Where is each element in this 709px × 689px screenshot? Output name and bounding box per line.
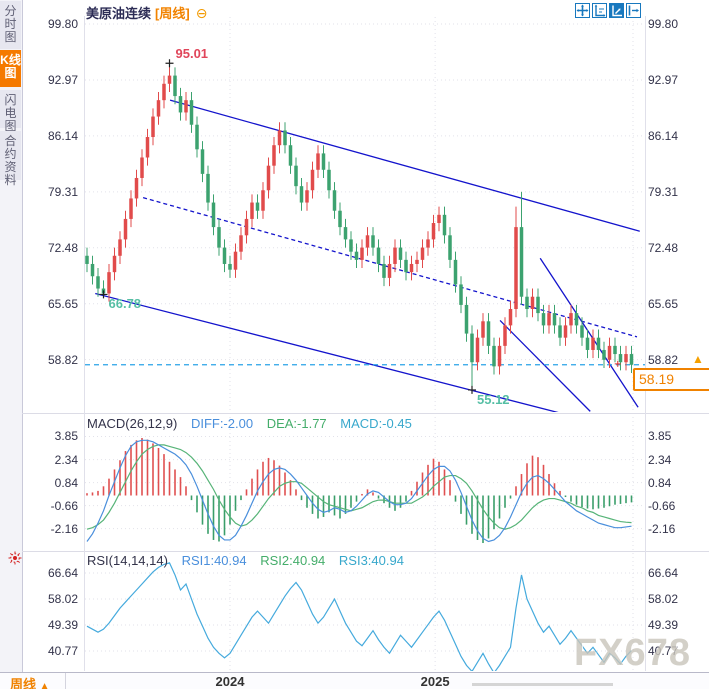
sidebar: 分时图 K线图 闪电图 合约资料 [0, 0, 23, 672]
axis-tick-label: 66.64 [648, 566, 679, 580]
axis-tick-label: 72.48 [47, 240, 78, 255]
axis-tick-label: 2.34 [54, 452, 78, 467]
axis-tick-label: 92.97 [648, 72, 679, 87]
timeframe-selector[interactable]: 周线 ▲ [10, 674, 50, 689]
bottom-bar-divider [65, 673, 66, 689]
sidebar-tab-time-chart[interactable]: 分时图 [0, 1, 21, 49]
watermark: FX678 [574, 632, 691, 674]
rsi-title: RSI(14,14,14) [87, 553, 168, 568]
reset-view-button[interactable] [626, 3, 641, 18]
timeframe-label: [周线] [155, 6, 190, 21]
panel-separator [22, 413, 709, 414]
axis-tick-label: 0.84 [54, 475, 78, 490]
axis-tick-label: 92.97 [47, 72, 78, 87]
axis-tick-label: 40.77 [648, 643, 679, 658]
x-axis-year-label: 2024 [215, 674, 245, 689]
macd-dea-value: DEA:-1.77 [266, 416, 327, 431]
sidebar-tab-lightning-chart[interactable]: 闪电图 [0, 90, 21, 133]
chart-title: 美原油连续 [周线] ⊖ [86, 3, 207, 22]
macd-title: MACD(26,12,9) [87, 416, 178, 431]
axis-tick-label: 2.34 [648, 452, 672, 467]
low-price-annotation: 66.78 [108, 296, 142, 312]
axis-tick-label: 99.80 [47, 17, 78, 31]
axis-tick-label: 86.14 [648, 128, 679, 143]
collapse-icon[interactable]: ⊖ [195, 5, 208, 21]
axis-tick-label: 58.02 [648, 591, 679, 606]
bottom-bar: 周线 ▲ 2024 2025 [0, 672, 709, 689]
axis-tick-label: 49.39 [648, 618, 679, 632]
macd-value: MACD:-0.45 [340, 416, 412, 431]
alarm-icon[interactable] [8, 551, 22, 568]
axis-tick-label: 86.14 [47, 128, 78, 143]
axis-tick-label: 40.77 [47, 643, 78, 658]
rsi1-value: RSI1:40.94 [181, 553, 247, 568]
low-price-annotation: 55.12 [477, 391, 510, 407]
axis-scale-button-active[interactable] [609, 3, 624, 18]
axis-tick-label: 0.84 [648, 475, 672, 490]
timeframe-selector-label: 周线 [10, 677, 37, 689]
axis-tick-label: -0.66 [648, 498, 676, 513]
plot-right-border [645, 16, 646, 671]
x-axis-year-label: 2025 [420, 674, 450, 689]
chart-toolbar [575, 3, 641, 18]
axis-tick-label: 58.02 [47, 591, 78, 606]
axis-tick-label: 65.65 [47, 296, 78, 311]
axis-tick-label: 58.82 [648, 352, 679, 367]
axis-tick-label: -0.66 [50, 498, 78, 513]
macd-diff-value: DIFF:-2.00 [190, 416, 254, 431]
rsi2-value: RSI2:40.94 [260, 553, 326, 568]
axis-zoom-button[interactable] [592, 3, 607, 18]
axis-tick-label: 99.80 [648, 17, 679, 31]
sidebar-tab-contract-info[interactable]: 合约资料 [0, 131, 21, 187]
plot-left-border [84, 16, 85, 671]
current-price-tag: 58.19 [633, 368, 709, 391]
rsi3-value: RSI3:40.94 [338, 553, 404, 568]
axis-tick-label: 66.64 [47, 566, 78, 580]
axis-tick-label: 49.39 [47, 618, 78, 632]
axis-tick-label: -2.16 [50, 521, 78, 536]
pan-tool-button[interactable] [575, 3, 590, 18]
axis-tick-label: 72.48 [648, 240, 679, 255]
axis-tick-label: 3.85 [648, 429, 672, 444]
axis-tick-label: 79.31 [648, 184, 679, 199]
axis-tick-label: -2.16 [648, 521, 676, 536]
rsi-header: RSI(14,14,14) RSI1:40.94 RSI2:40.94 RSI3… [87, 553, 404, 568]
axis-tick-label: 3.85 [54, 429, 78, 444]
axis-tick-label: 58.82 [47, 352, 78, 367]
panel-separator [22, 551, 709, 552]
macd-header: MACD(26,12,9) DIFF:-2.00 DEA:-1.77 MACD:… [87, 416, 412, 431]
price-up-arrow-icon: ▲ [692, 352, 704, 366]
axis-tick-label: 79.31 [47, 184, 78, 199]
horizontal-scrollbar-thumb[interactable] [472, 683, 613, 686]
symbol-name: 美原油连续 [86, 6, 152, 21]
axis-tick-label: 65.65 [648, 296, 679, 311]
sidebar-tab-kline-chart[interactable]: K线图 [0, 50, 21, 87]
high-price-annotation: 95.01 [175, 46, 209, 62]
chevron-up-icon: ▲ [39, 681, 50, 689]
